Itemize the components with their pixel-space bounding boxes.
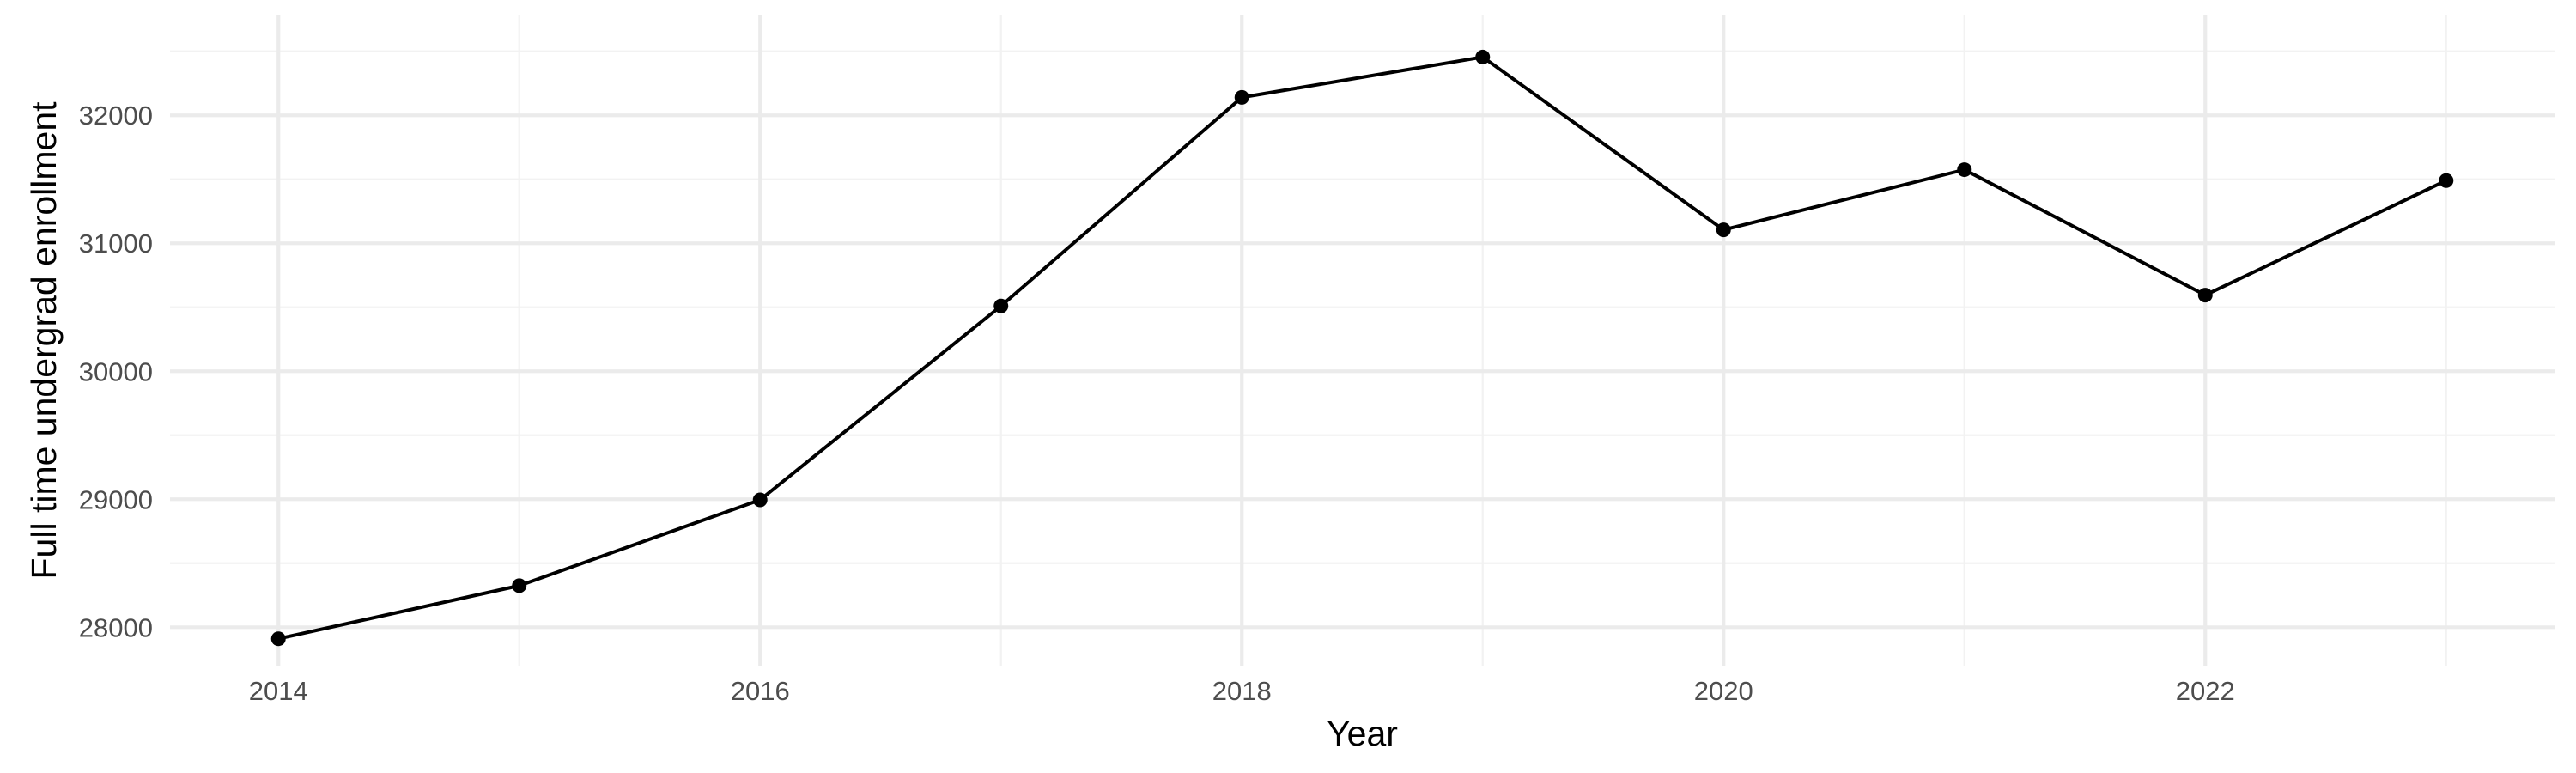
series-layer xyxy=(270,49,2454,647)
data-point-2022 xyxy=(2197,288,2213,303)
y-tick-label: 32000 xyxy=(79,100,153,131)
data-point-2016 xyxy=(752,492,768,508)
grid xyxy=(170,15,2555,666)
y-tick-label: 30000 xyxy=(79,356,153,386)
x-axis-ticks: 2014 2016 2018 2020 2022 xyxy=(249,676,2235,706)
data-point-2021 xyxy=(1957,162,1972,178)
data-point-2014 xyxy=(270,631,286,647)
series-line xyxy=(277,55,2447,641)
x-tick-label: 2020 xyxy=(1694,676,1753,706)
x-tick-label: 2016 xyxy=(731,676,790,706)
y-axis-title: Full time undergrad enrollment xyxy=(24,101,64,580)
data-point-2018 xyxy=(1234,89,1249,105)
y-tick-label: 31000 xyxy=(79,228,153,259)
x-axis-title: Year xyxy=(1327,714,1398,753)
x-tick-label: 2022 xyxy=(2176,676,2235,706)
y-axis-ticks: 28000 29000 30000 31000 32000 xyxy=(79,100,153,642)
data-point-2015 xyxy=(512,578,527,593)
x-tick-label: 2018 xyxy=(1212,676,1272,706)
data-point-2019 xyxy=(1475,49,1491,64)
y-tick-label: 28000 xyxy=(79,612,153,642)
data-point-2020 xyxy=(1716,222,1731,238)
data-point-2023 xyxy=(2439,173,2454,188)
data-point-2017 xyxy=(993,298,1009,313)
x-tick-label: 2014 xyxy=(249,676,308,706)
y-tick-label: 29000 xyxy=(79,484,153,514)
